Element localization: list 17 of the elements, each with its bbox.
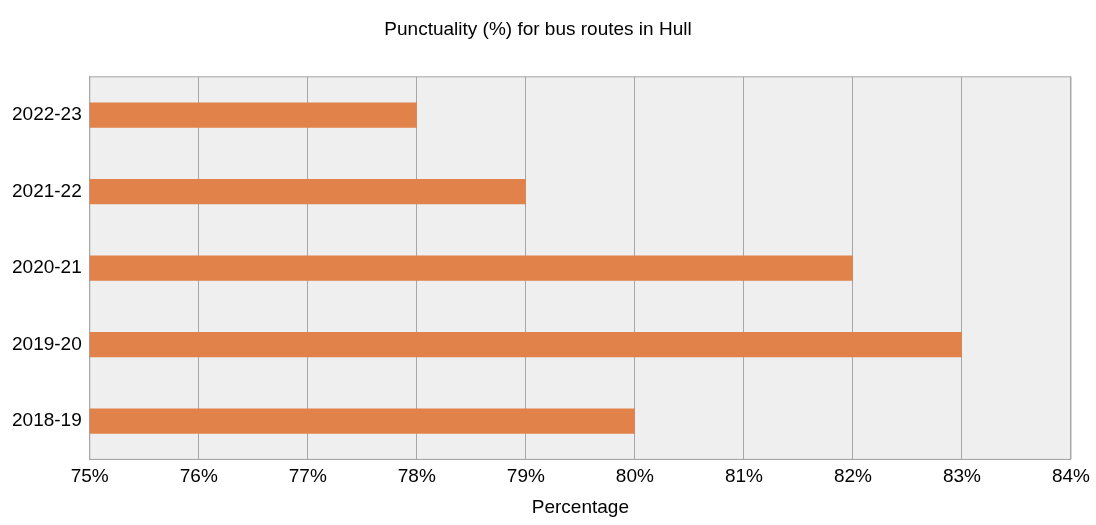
x-tick-label: 84% — [1051, 465, 1091, 487]
x-tick-label: 77% — [288, 465, 327, 487]
chart-title: Punctuality (%) for bus routes in Hull — [384, 17, 692, 39]
x-tick-label: 75% — [70, 465, 109, 487]
y-tick-label: 2018-19 — [11, 409, 82, 431]
x-tick-label: 79% — [506, 465, 545, 487]
x-axis-title: Percentage — [531, 495, 629, 517]
x-tick-label: 82% — [833, 465, 873, 487]
x-tick-label: 83% — [942, 465, 982, 487]
x-tick-label: 81% — [724, 465, 764, 487]
y-tick-label: 2020-21 — [11, 256, 82, 278]
x-tick-label: 76% — [179, 465, 218, 487]
x-tick-label: 80% — [615, 465, 654, 487]
y-tick-label: 2021-22 — [11, 179, 82, 201]
x-tick-label: 78% — [397, 465, 436, 487]
y-tick-label: 2019-20 — [11, 332, 82, 354]
y-tick-label: 2022-23 — [11, 103, 82, 125]
